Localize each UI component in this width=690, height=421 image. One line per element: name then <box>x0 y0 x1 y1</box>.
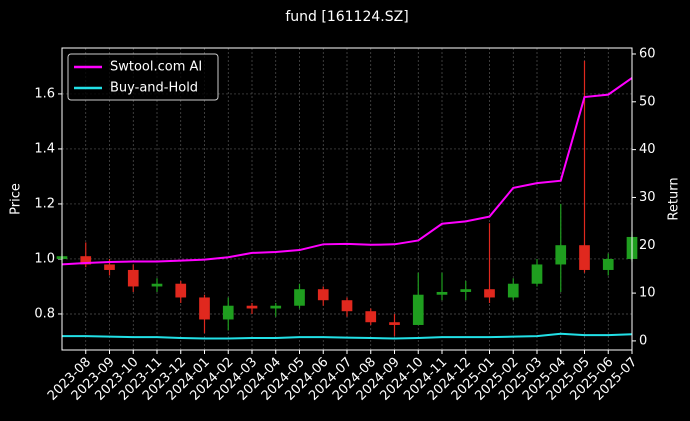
candle-body <box>270 305 282 309</box>
candle-body <box>199 297 210 320</box>
y-tick-label: 0.8 <box>34 306 55 321</box>
y-tick-label: 1.6 <box>34 86 55 101</box>
candle-body <box>341 300 353 312</box>
candle-body <box>246 305 258 309</box>
y2-tick-label: 40 <box>639 142 656 157</box>
candle-body <box>389 322 400 325</box>
candle-body <box>365 311 377 323</box>
y2-tick-label: 0 <box>639 333 647 348</box>
candle-body <box>436 291 448 295</box>
candle-body <box>460 289 472 292</box>
candle-body <box>555 245 567 265</box>
return-line <box>62 332 633 340</box>
return-line <box>61 77 633 266</box>
candle-body <box>104 264 115 270</box>
legend-label: Swtool.com AI <box>110 60 202 75</box>
y-axis-label: Price <box>9 183 24 215</box>
candle-body <box>531 264 543 284</box>
y2-tick-label: 50 <box>639 94 656 109</box>
y-tick-label: 1.2 <box>34 196 55 211</box>
candle-body <box>484 289 495 298</box>
y2-tick-label: 20 <box>639 238 656 253</box>
candle-body <box>294 289 305 306</box>
candle-body <box>175 283 187 298</box>
candle-body <box>579 245 590 270</box>
candle-body <box>127 269 139 287</box>
candle-body <box>317 289 329 301</box>
y2-axis-label: Return <box>667 177 682 220</box>
y2-tick-label: 60 <box>639 46 656 61</box>
chart-title: fund [161124.SZ] <box>285 9 408 25</box>
y-tick-label: 1.0 <box>34 251 55 266</box>
candle-body <box>151 283 163 287</box>
legend-label: Buy-and-Hold <box>110 81 198 96</box>
plot-frame <box>61 47 633 351</box>
y2-tick-label: 10 <box>639 286 656 301</box>
candle-body <box>507 283 519 298</box>
candle-body <box>602 258 614 270</box>
candle-body <box>222 305 234 320</box>
candle-body <box>412 294 424 325</box>
candle-body <box>80 256 92 265</box>
y2-tick-label: 30 <box>639 190 656 205</box>
legend-box <box>67 53 219 101</box>
y-tick-label: 1.4 <box>34 141 55 156</box>
